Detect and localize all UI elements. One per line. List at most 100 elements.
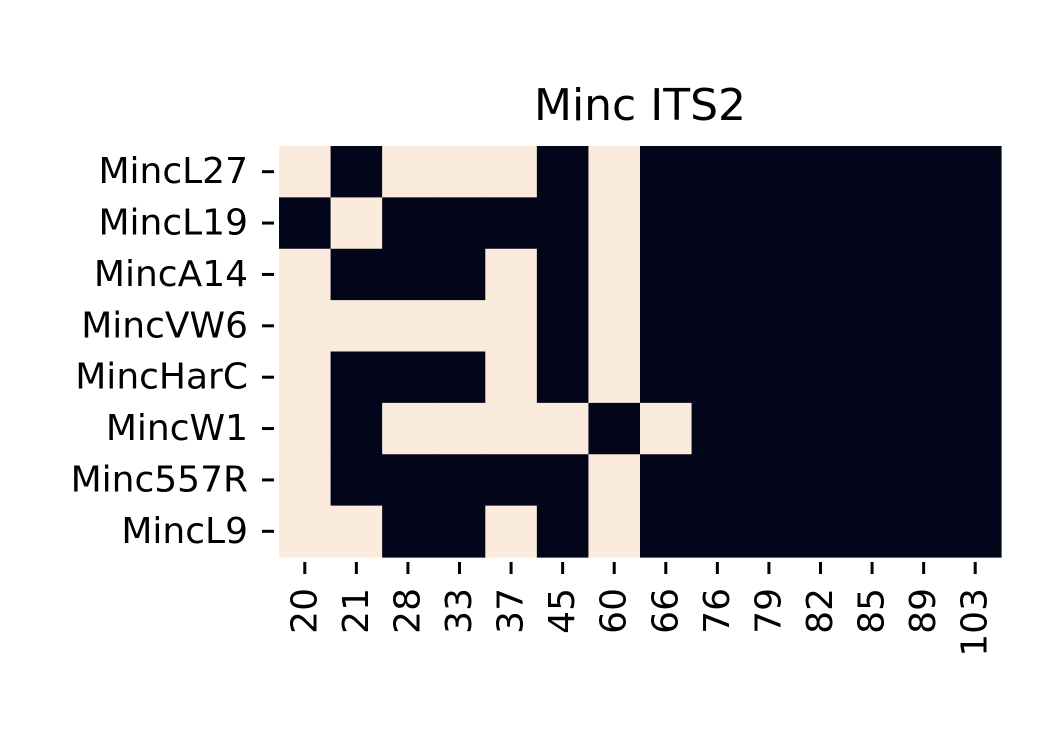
- heatmap-cell: [846, 351, 899, 404]
- heatmap-cell: [330, 402, 383, 455]
- heatmap-cell: [897, 197, 951, 250]
- heatmap-cell: [691, 197, 744, 250]
- heatmap-cell: [536, 505, 590, 558]
- heatmap-cell: [382, 402, 435, 455]
- heatmap-cell: [743, 146, 796, 198]
- heatmap-cell: [949, 454, 1002, 507]
- heatmap-cell: [949, 351, 1002, 404]
- heatmap-cell: [640, 351, 693, 404]
- x-tick-label: 60: [594, 588, 635, 634]
- heatmap-cell: [536, 300, 590, 353]
- heatmap-cell: [743, 300, 796, 353]
- heatmap-cell: [846, 300, 899, 353]
- heatmap-cell: [279, 454, 332, 507]
- heatmap-cell: [279, 248, 332, 301]
- heatmap-cell: [949, 300, 1002, 353]
- heatmap-cell: [897, 351, 951, 404]
- y-tick-label: MincL19: [98, 203, 248, 244]
- heatmap-cell: [897, 454, 951, 507]
- heatmap-cell: [330, 248, 383, 301]
- x-tick-label: 28: [387, 588, 428, 634]
- heatmap-cell: [949, 197, 1002, 250]
- chart-title: Minc ITS2: [534, 80, 746, 131]
- heatmap-cell: [485, 146, 538, 198]
- y-tick-label: MincW1: [106, 408, 248, 449]
- heatmap-cell: [743, 351, 796, 404]
- heatmap-cell: [382, 300, 435, 353]
- heatmap-cell: [691, 505, 744, 558]
- heatmap-cell: [640, 402, 693, 455]
- x-tick-label: 82: [800, 588, 841, 634]
- heatmap-cell: [536, 402, 590, 455]
- heatmap-cell: [794, 351, 847, 404]
- heatmap-cell: [691, 351, 744, 404]
- heatmap-cell: [330, 300, 383, 353]
- heatmap-cell: [382, 248, 435, 301]
- heatmap-cell: [846, 146, 899, 198]
- heatmap-cell: [536, 248, 590, 301]
- heatmap-cell: [330, 197, 383, 250]
- heatmap-cell: [691, 300, 744, 353]
- heatmap-cells: [279, 146, 1002, 558]
- x-tick-label: 37: [491, 588, 532, 634]
- heatmap-cell: [536, 454, 590, 507]
- heatmap-cell: [949, 146, 1002, 198]
- heatmap-cell: [330, 505, 383, 558]
- y-tick-label: MincA14: [94, 254, 248, 295]
- heatmap-cell: [382, 197, 435, 250]
- heatmap-cell: [640, 248, 693, 301]
- heatmap-cell: [279, 505, 332, 558]
- heatmap-cell: [949, 505, 1002, 558]
- heatmap-cell: [588, 146, 641, 198]
- x-tick-label: 45: [542, 588, 583, 634]
- heatmap-cell: [846, 248, 899, 301]
- y-tick-label: MincL9: [121, 511, 248, 552]
- heatmap-cell: [485, 300, 538, 353]
- x-tick-label: 89: [903, 588, 944, 634]
- heatmap-cell: [846, 505, 899, 558]
- heatmap-cell: [691, 402, 744, 455]
- heatmap-cell: [485, 454, 538, 507]
- heatmap-cell: [588, 351, 641, 404]
- y-tick-label: MincVW6: [81, 305, 248, 346]
- heatmap-cell: [433, 454, 486, 507]
- x-tick-label: 20: [284, 588, 325, 634]
- heatmap-cell: [536, 197, 590, 250]
- heatmap-cell: [846, 454, 899, 507]
- heatmap-cell: [279, 197, 332, 250]
- heatmap-cell: [794, 197, 847, 250]
- x-tick-label: 66: [645, 588, 686, 634]
- heatmap-cell: [691, 146, 744, 198]
- heatmap-cell: [588, 402, 641, 455]
- heatmap-cell: [279, 351, 332, 404]
- heatmap-cell: [794, 300, 847, 353]
- heatmap-cell: [279, 146, 332, 198]
- heatmap-cell: [691, 454, 744, 507]
- y-tick-label: MincL27: [98, 151, 248, 192]
- heatmap-cell: [382, 505, 435, 558]
- heatmap-cell: [897, 248, 951, 301]
- heatmap-cell: [382, 351, 435, 404]
- heatmap-cell: [640, 505, 693, 558]
- heatmap-cell: [949, 402, 1002, 455]
- heatmap-cell: [485, 248, 538, 301]
- heatmap-cell: [382, 454, 435, 507]
- heatmap-cell: [485, 402, 538, 455]
- heatmap-cell: [897, 402, 951, 455]
- heatmap-cell: [382, 146, 435, 198]
- heatmap-cell: [743, 505, 796, 558]
- heatmap-cell: [794, 454, 847, 507]
- heatmap-cell: [640, 300, 693, 353]
- heatmap-cell: [330, 146, 383, 198]
- x-tick-label: 85: [852, 588, 893, 634]
- x-tick-label: 21: [336, 588, 377, 634]
- x-tick-label: 33: [439, 588, 480, 634]
- heatmap-cell: [897, 146, 951, 198]
- heatmap-cell: [433, 505, 486, 558]
- y-tick-label: MincHarC: [75, 357, 248, 398]
- x-tick-label: 76: [697, 588, 738, 634]
- heatmap-cell: [433, 197, 486, 250]
- heatmap-cell: [330, 454, 383, 507]
- heatmap-cell: [743, 197, 796, 250]
